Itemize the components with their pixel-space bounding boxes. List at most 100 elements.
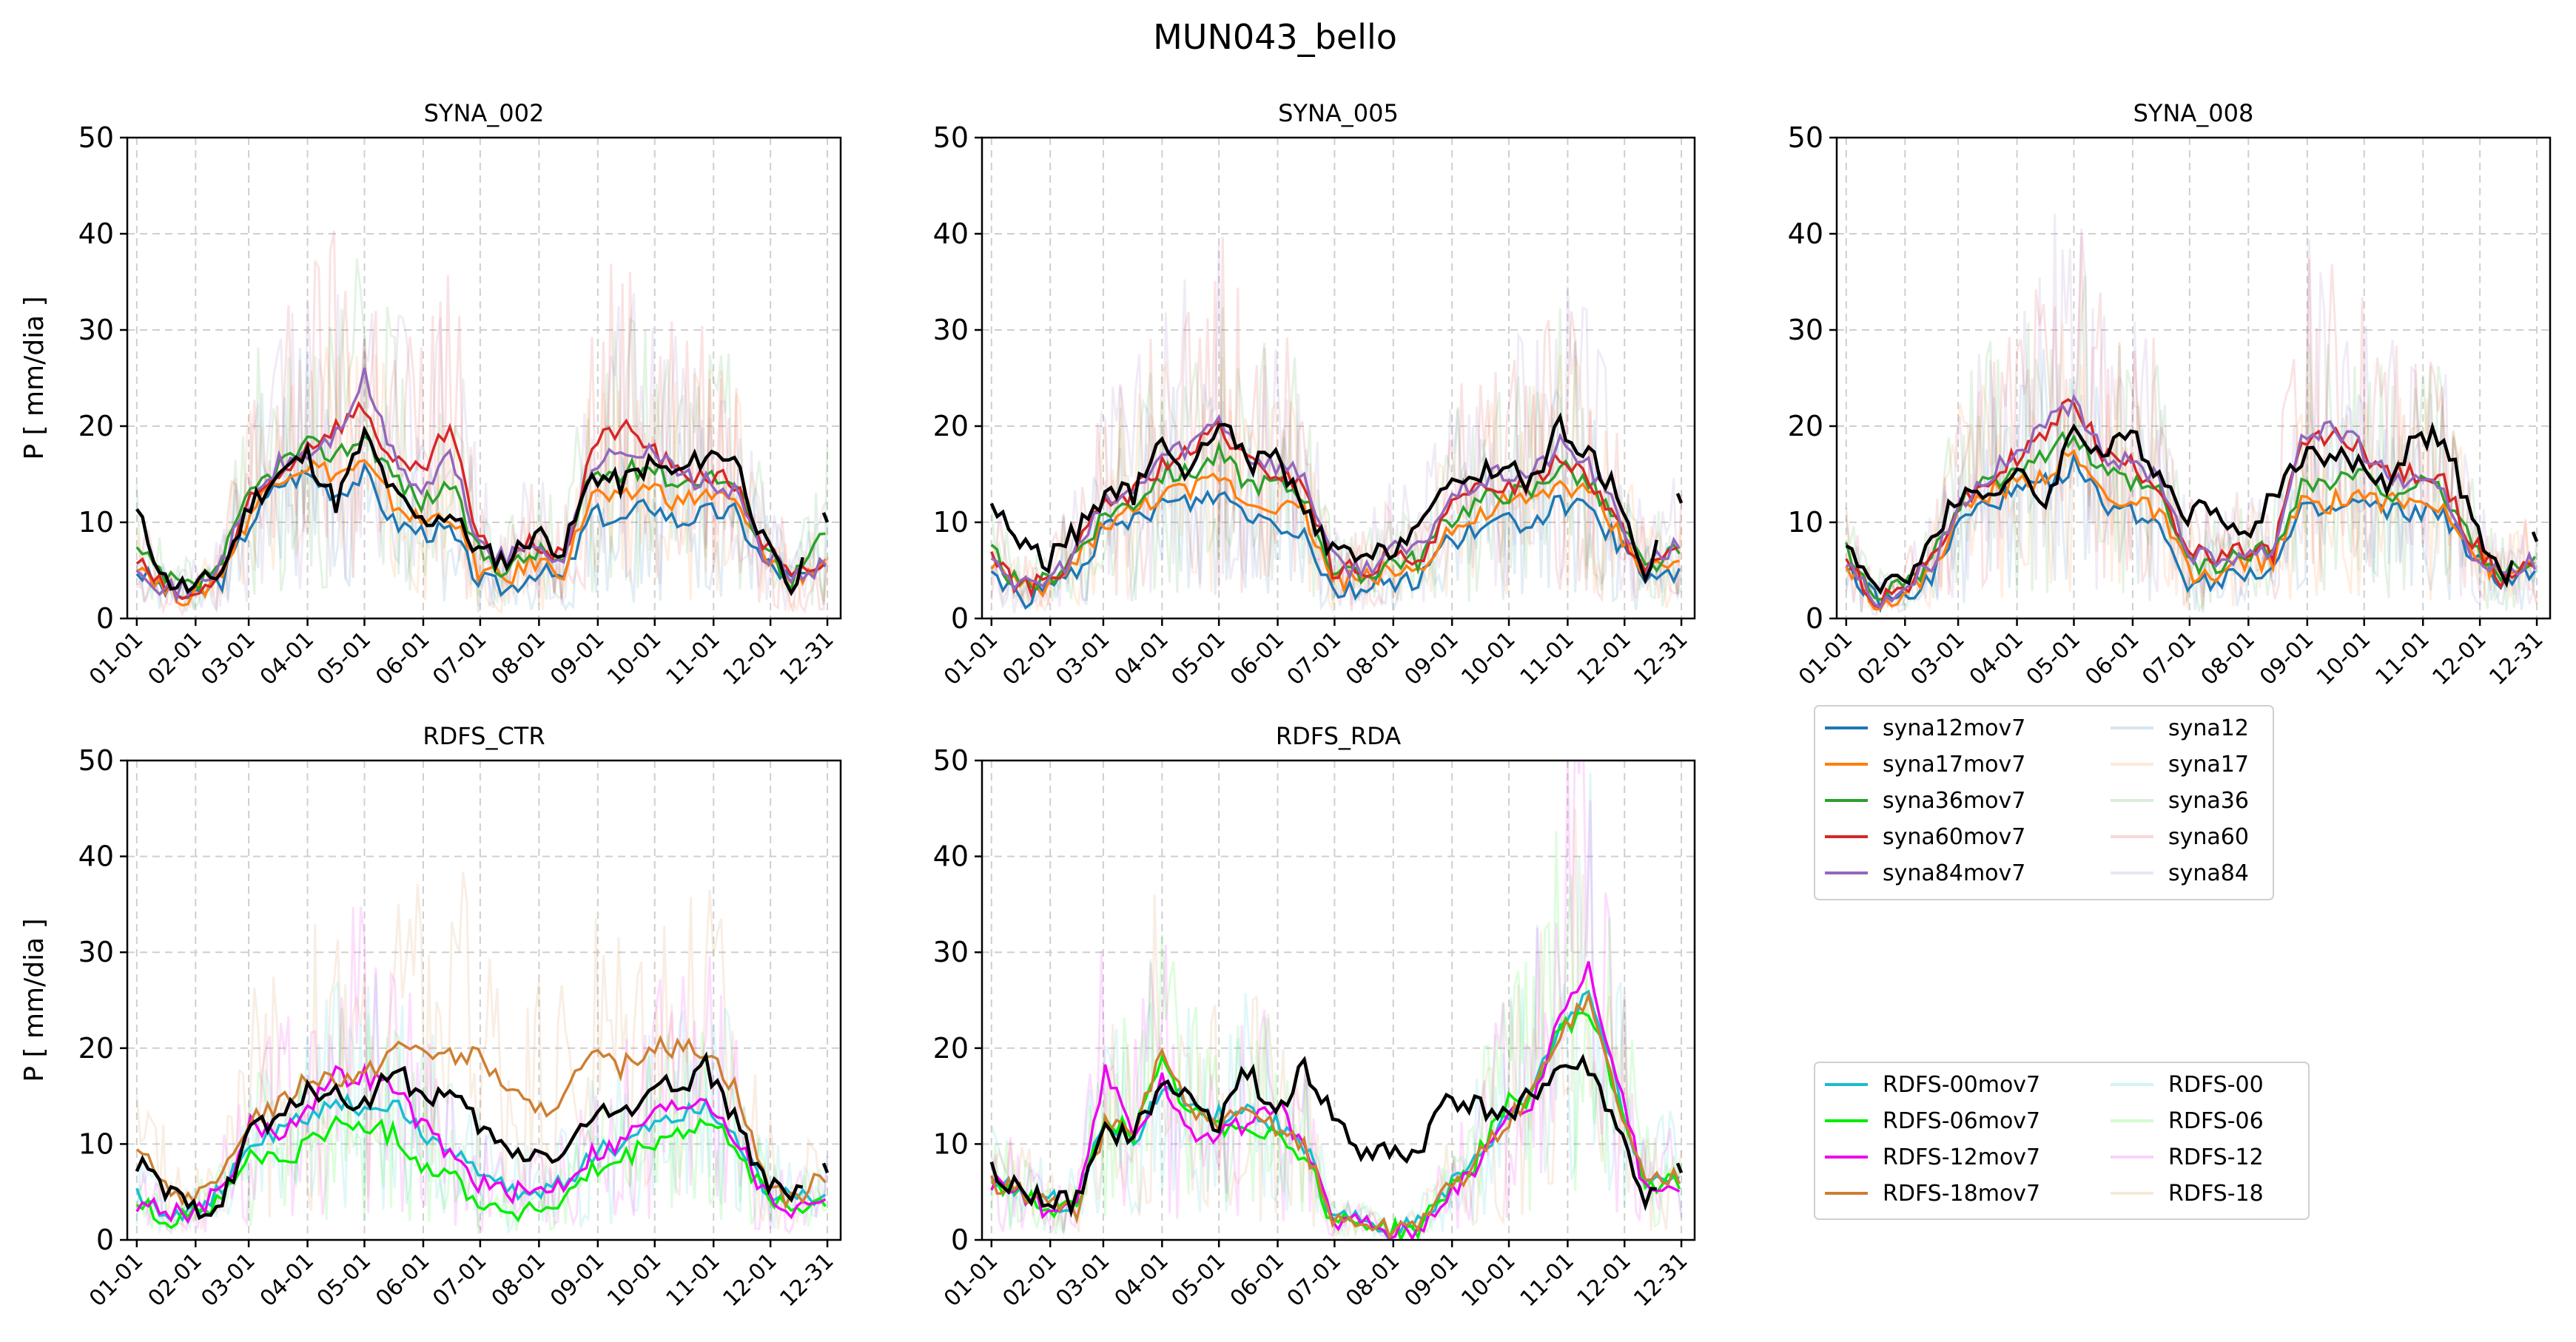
- x-tick-label: 12-01: [718, 627, 781, 690]
- observed-tail: [821, 1162, 830, 1174]
- series-rdfs-12mov7: [990, 961, 1681, 1240]
- x-tick-label: 11-01: [2370, 627, 2434, 690]
- y-tick-label: 10: [1788, 506, 1823, 539]
- x-tick-label: 08-01: [2196, 627, 2260, 690]
- x-tick-label: 10-01: [1456, 627, 1520, 690]
- y-tick-label: 30: [933, 314, 969, 346]
- raw-trace-rdfs-00: [135, 973, 829, 1235]
- x-tick-label: 05-01: [1166, 627, 1230, 690]
- x-tick-label: 02-01: [144, 627, 207, 690]
- x-tick-label: 01-01: [84, 627, 148, 690]
- legend-rdfs: RDFS-00mov7 RDFS-06mov7 RDFS-12mov7 RDFS-18…: [1814, 1062, 2310, 1220]
- panel-frame: [981, 136, 1696, 620]
- x-tick-label: 08-01: [487, 627, 551, 690]
- panel-title: SYNA_002: [424, 99, 545, 127]
- y-tick-label: 30: [78, 314, 114, 346]
- x-tick-label: 06-01: [1225, 627, 1289, 690]
- legend-label: RDFS-06: [2168, 1108, 2264, 1134]
- raw-trace-rdfs-06: [135, 1008, 828, 1235]
- x-tick-label: 03-01: [196, 627, 260, 690]
- legend-label: RDFS-06mov7: [1883, 1108, 2040, 1134]
- raw-trace-syna17: [990, 354, 1683, 614]
- legend-label: syna17mov7: [1883, 752, 2025, 778]
- legend-label: RDFS-00mov7: [1883, 1072, 2040, 1098]
- x-tick-label: 11-01: [1516, 627, 1579, 690]
- y-tick-label: 20: [933, 410, 969, 442]
- x-tick-label: 12-31: [775, 1248, 838, 1312]
- x-tick-label: 12-31: [2484, 627, 2548, 690]
- legend-label: RDFS-12: [2168, 1144, 2264, 1170]
- y-tick-label: 40: [78, 218, 114, 250]
- raw-trace-rdfs-12: [135, 906, 829, 1235]
- y-tick-label: 0: [96, 1224, 114, 1256]
- y-tick-label: 20: [933, 1032, 969, 1065]
- x-tick-label: 06-01: [371, 627, 434, 690]
- x-tick-label: 03-01: [1051, 1248, 1114, 1312]
- x-tick-label: 02-01: [1853, 627, 1917, 690]
- raw-trace-syna84: [990, 245, 1683, 613]
- x-tick-label: 12-01: [2427, 627, 2491, 690]
- y-tick-label: 40: [78, 840, 114, 873]
- series-syna36mov7: [135, 434, 826, 593]
- legend-label: syna60mov7: [1883, 824, 2025, 850]
- x-tick-label: 11-01: [1516, 1248, 1579, 1312]
- series-rdfs-06mov7: [135, 1115, 827, 1230]
- legend-label: syna36: [2168, 788, 2249, 814]
- observed-tail: [821, 512, 830, 523]
- x-tick-label: 07-01: [1282, 1248, 1346, 1312]
- y-tick-label: 20: [78, 1032, 114, 1065]
- x-tick-label: 09-01: [1399, 1248, 1463, 1312]
- raw-trace-syna17: [1845, 323, 2538, 611]
- x-tick-label: 02-01: [144, 1248, 207, 1312]
- x-tick-label: 03-01: [1051, 627, 1114, 690]
- series-syna12mov7: [135, 461, 827, 600]
- y-axis-label: P [ mm/dia ]: [19, 918, 50, 1082]
- x-tick-label: 06-01: [371, 1248, 434, 1312]
- x-tick-label: 01-01: [939, 1248, 1003, 1312]
- y-tick-label: 40: [1788, 218, 1823, 250]
- series-syna12mov7: [990, 489, 1681, 610]
- x-tick-label: 10-01: [602, 1248, 666, 1312]
- series-observed: [989, 1053, 1658, 1218]
- x-tick-label: 09-01: [2255, 627, 2318, 690]
- x-tick-label: 04-01: [255, 1248, 319, 1312]
- x-tick-label: 02-01: [998, 627, 1061, 690]
- x-tick-label: 08-01: [1341, 1248, 1405, 1312]
- observed-tail: [1675, 493, 1684, 504]
- series-syna60mov7: [990, 419, 1681, 599]
- y-tick-label: 30: [933, 936, 969, 968]
- x-tick-label: 06-01: [1225, 1248, 1289, 1312]
- y-tick-label: 40: [933, 840, 969, 873]
- x-tick-label: 12-31: [1629, 1248, 1692, 1312]
- legend-label: syna12: [2168, 715, 2249, 741]
- y-tick-label: 30: [1788, 314, 1823, 346]
- panel-title: SYNA_008: [2133, 99, 2254, 127]
- x-tick-label: 12-01: [1572, 1248, 1635, 1312]
- legend-label: syna17: [2168, 752, 2249, 778]
- y-tick-label: 10: [78, 506, 114, 539]
- y-tick-label: 0: [951, 1224, 969, 1256]
- panel-frame: [126, 136, 842, 620]
- legend-label: syna60: [2168, 824, 2249, 850]
- x-tick-label: 10-01: [2312, 627, 2375, 690]
- y-axis-label: P [ mm/dia ]: [19, 296, 50, 459]
- y-tick-label: 50: [1788, 121, 1823, 154]
- x-tick-label: 05-01: [312, 1248, 376, 1312]
- series-rdfs-18mov7: [990, 991, 1681, 1240]
- figure-title: MUN043_bello: [1153, 17, 1397, 57]
- legend-label: RDFS-12mov7: [1883, 1144, 2040, 1170]
- series-syna36mov7: [990, 441, 1681, 591]
- panel-syna-008: SYNA_0080102030405001-0102-0103-0104-010…: [1788, 99, 2552, 690]
- y-tick-label: 10: [933, 506, 969, 539]
- panel-rdfs-rda: RDFS_RDA0102030405001-0102-0103-0104-010…: [933, 722, 1696, 1312]
- legend-label: RDFS-00: [2168, 1072, 2264, 1098]
- y-tick-label: 50: [933, 744, 969, 777]
- legend-label: syna84: [2168, 860, 2249, 886]
- panel-rdfs-ctr: RDFS_CTR0102030405001-0102-0103-0104-010…: [19, 722, 842, 1312]
- x-tick-label: 06-01: [2080, 627, 2144, 690]
- x-tick-label: 08-01: [1341, 627, 1405, 690]
- y-tick-label: 30: [78, 936, 114, 968]
- series-syna84mov7: [990, 414, 1681, 593]
- y-tick-label: 20: [78, 410, 114, 442]
